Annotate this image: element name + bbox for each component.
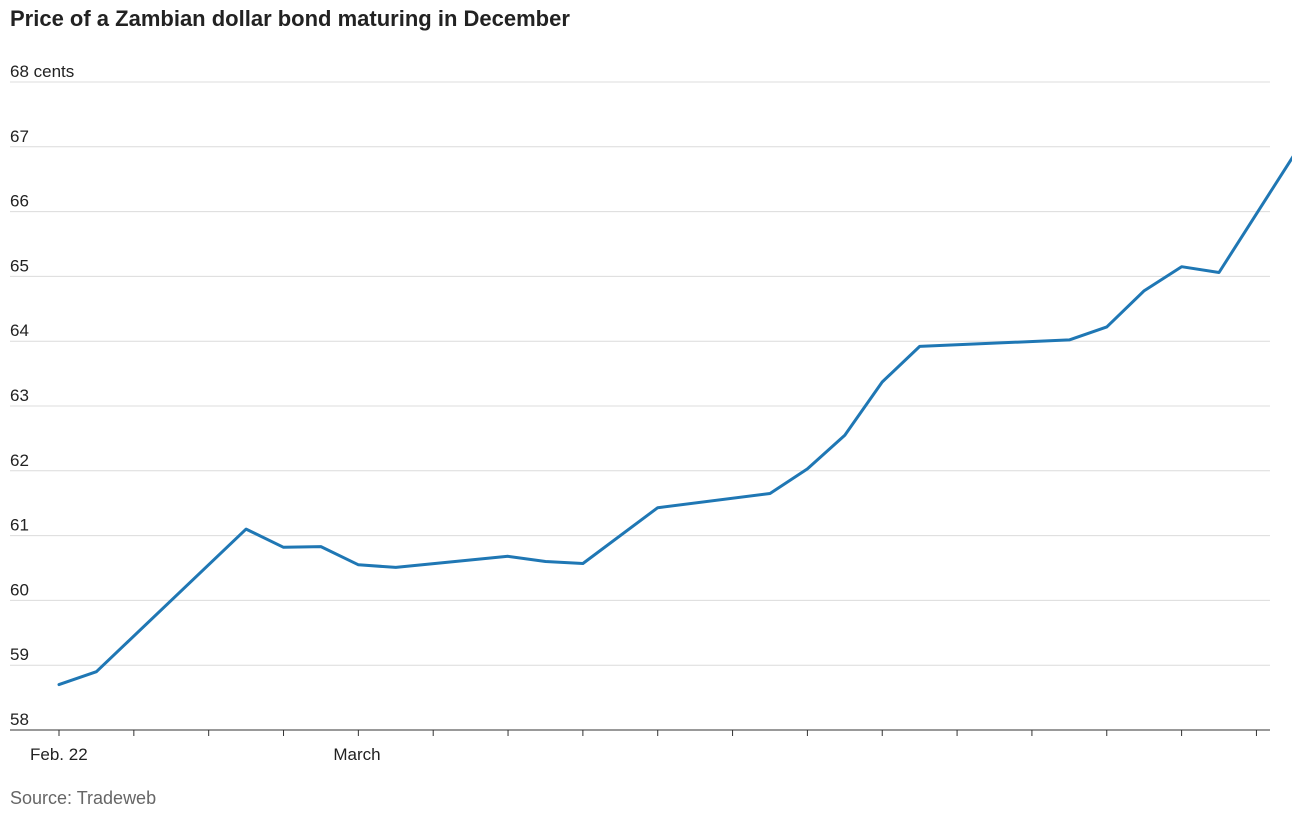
x-axis: Feb. 22 March [10,729,1270,764]
x-tick-label: Feb. 22 [30,745,88,764]
y-tick-label-67: 67 [10,127,29,146]
y-tick-label-68: 68 cents [10,62,74,81]
line-chart: 58 59 60 61 62 63 64 65 66 67 68 cents Feb. 22 Marc… [10,62,1292,764]
y-tick-label-62: 62 [10,451,29,470]
source-note: Source: Tradeweb [10,788,157,808]
y-tick-label-58: 58 [10,710,29,729]
y-tick-label-60: 60 [10,580,29,599]
x-tick-label: March [333,745,380,764]
y-axis-labels: 58 59 60 61 62 63 64 65 66 67 68 cents [10,62,74,729]
y-tick-label-59: 59 [10,645,29,664]
y-tick-label-63: 63 [10,386,29,405]
gridlines [10,81,1270,666]
series-lines [57,155,1292,687]
series-line-0 [57,155,1292,687]
y-tick-label-61: 61 [10,516,29,535]
y-tick-label-66: 66 [10,192,29,211]
chart-title: Price of a Zambian dollar bond maturing … [10,6,570,31]
y-tick-label-65: 65 [10,256,29,275]
y-tick-label-64: 64 [10,321,29,340]
